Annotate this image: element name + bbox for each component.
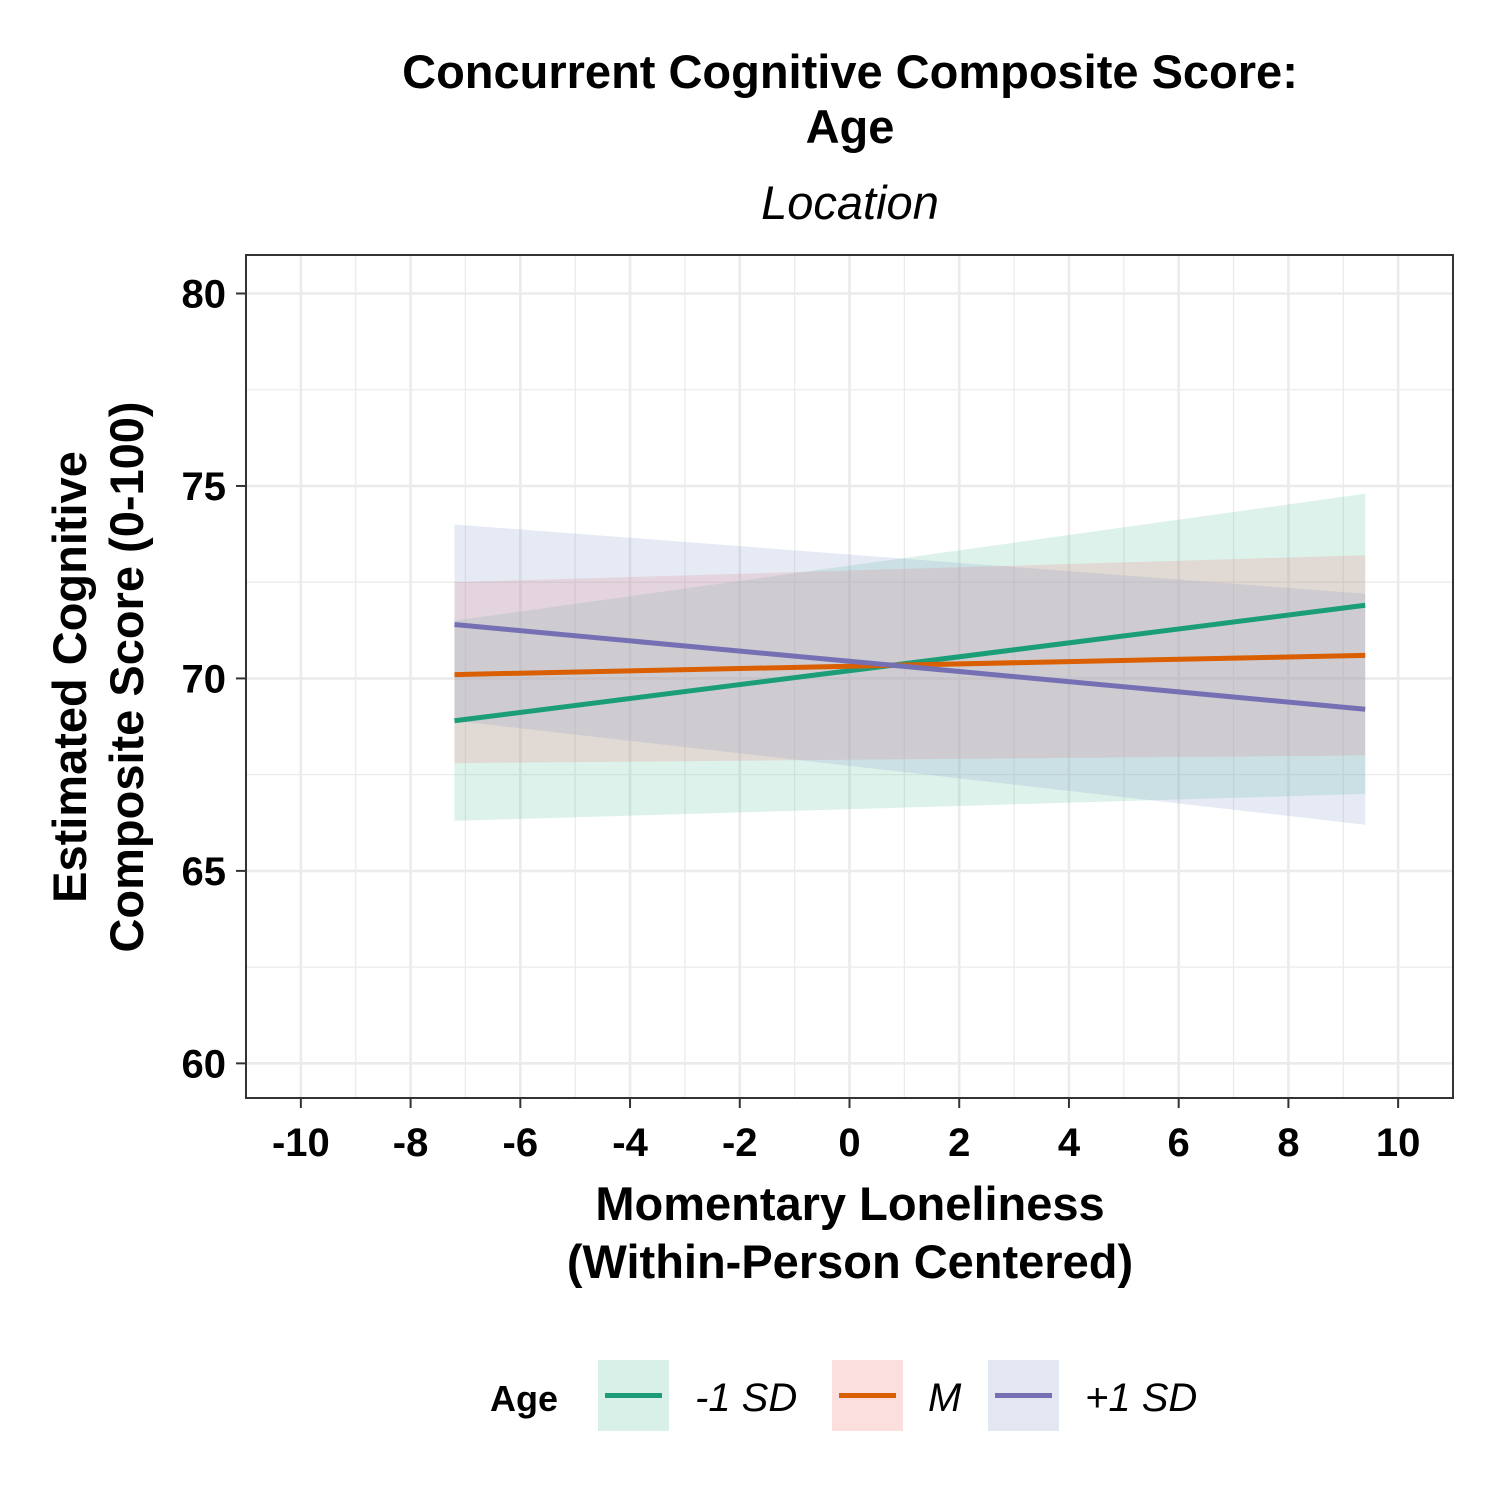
y-tick-label: 75 <box>182 465 227 509</box>
y-tick-label: 65 <box>182 850 227 894</box>
x-tick-label: 4 <box>1058 1121 1081 1165</box>
x-axis-title-line2: (Within-Person Centered) <box>567 1235 1133 1288</box>
x-tick-label: -2 <box>722 1121 758 1165</box>
y-axis-title-line1: Estimated Cognitive <box>43 451 96 903</box>
legend: Age -1 SD M +1 SD <box>490 1360 1197 1431</box>
legend-label: +1 SD <box>1085 1376 1197 1420</box>
x-tick-label: 8 <box>1277 1121 1299 1165</box>
y-axis-title-line2: Composite Score (0-100) <box>100 401 153 952</box>
chart-title-line1: Concurrent Cognitive Composite Score: <box>402 45 1298 98</box>
legend-label: M <box>928 1376 962 1420</box>
x-tick-label: 2 <box>948 1121 970 1165</box>
x-tick-label: 0 <box>838 1121 860 1165</box>
confidence-band <box>454 493 1366 821</box>
x-tick-label: 6 <box>1168 1121 1190 1165</box>
y-tick-label: 70 <box>182 657 227 701</box>
x-tick-label: -4 <box>612 1121 648 1165</box>
confidence-bands <box>454 493 1366 825</box>
series-line <box>454 622 1366 712</box>
legend-items: -1 SD M +1 SD <box>598 1360 1197 1431</box>
x-tick-label: -8 <box>393 1121 429 1165</box>
x-tick-label: 10 <box>1376 1121 1421 1165</box>
y-axis: 60 65 70 75 80 <box>182 272 246 1086</box>
legend-label: -1 SD <box>695 1376 797 1420</box>
chart-title-line2: Age <box>806 100 895 153</box>
x-axis-title-line1: Momentary Loneliness <box>595 1177 1104 1230</box>
chart-subtitle: Location <box>761 176 939 229</box>
x-tick-label: -6 <box>503 1121 539 1165</box>
confidence-band <box>454 524 1366 825</box>
series-lines <box>454 602 1366 724</box>
grid-major <box>246 255 1453 1098</box>
confidence-band <box>454 555 1366 764</box>
y-tick-label: 80 <box>182 272 227 316</box>
legend-title: Age <box>490 1378 558 1419</box>
x-tick-label: -10 <box>272 1121 330 1165</box>
y-tick-label: 60 <box>182 1042 227 1086</box>
x-axis: -10 -8 -6 -4 -2 0 2 4 6 8 10 <box>272 1098 1420 1165</box>
plot-area <box>245 254 1454 1099</box>
